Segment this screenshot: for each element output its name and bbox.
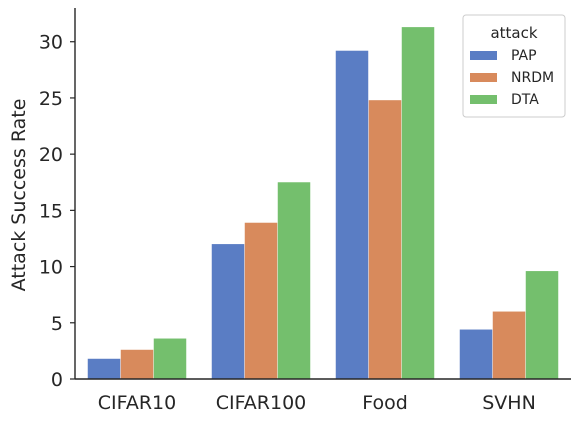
- bar-dta-svhn: [525, 271, 559, 379]
- x-tick-label: SVHN: [482, 392, 536, 414]
- legend-swatch-pap: [470, 51, 497, 60]
- x-tick-label: Food: [362, 392, 408, 414]
- x-tick-label: CIFAR100: [216, 392, 307, 414]
- y-tick-label: 30: [39, 32, 63, 54]
- y-tick-label: 15: [39, 200, 63, 222]
- bar-dta-cifar100: [277, 182, 311, 379]
- x-tick-label: CIFAR10: [98, 392, 176, 414]
- y-tick-label: 10: [39, 257, 63, 279]
- bar-pap-food: [335, 50, 369, 379]
- legend-frame: [462, 14, 566, 118]
- legend: attack PAP NRDM DTA: [462, 14, 566, 118]
- legend-label-dta: DTA: [511, 92, 539, 108]
- y-tick-label: 0: [51, 369, 63, 391]
- legend-label-pap: PAP: [511, 48, 537, 64]
- y-tick-label: 20: [39, 144, 63, 166]
- bar-pap-cifar10: [87, 358, 121, 379]
- bar-nrdm-svhn: [492, 311, 526, 379]
- legend-swatch-dta: [470, 95, 497, 104]
- axis-ticks: 0 5 10 15 20 25 30 CIFAR10 CIFAR100 Food SVHN: [39, 32, 536, 414]
- legend-swatch-nrdm: [470, 73, 497, 82]
- bar-nrdm-cifar10: [120, 349, 154, 379]
- bars: [87, 27, 559, 380]
- y-tick-label: 25: [39, 88, 63, 110]
- legend-label-nrdm: NRDM: [511, 70, 554, 86]
- y-tick-label: 5: [51, 313, 63, 335]
- bar-nrdm-cifar100: [244, 222, 278, 379]
- bar-pap-svhn: [459, 329, 493, 379]
- legend-title: attack: [490, 24, 537, 42]
- bar-dta-food: [401, 27, 435, 379]
- bar-pap-cifar100: [211, 244, 245, 379]
- bar-dta-cifar10: [153, 338, 187, 379]
- bar-nrdm-food: [368, 100, 402, 380]
- y-axis-title: Attack Success Rate: [8, 99, 30, 292]
